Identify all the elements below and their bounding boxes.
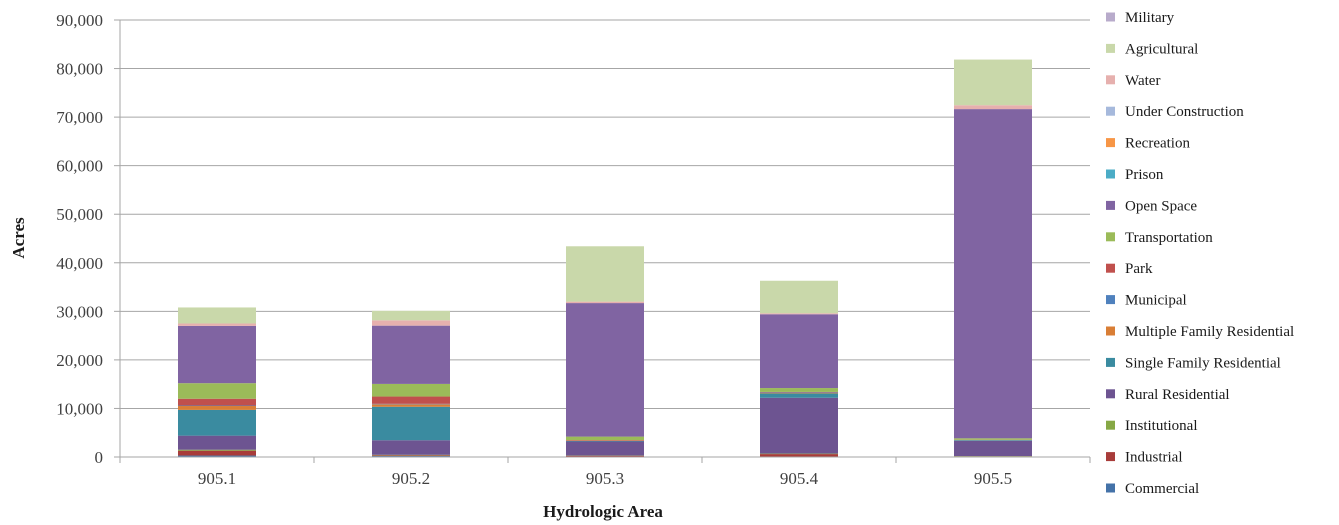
bar-segment [372,455,450,457]
bar-segment [954,438,1032,440]
legend-swatch [1106,75,1115,85]
legend-swatch [1106,389,1115,399]
y-tick-label: 0 [95,448,104,467]
legend-label: Agricultural [1125,41,1198,57]
legend-swatch [1106,106,1115,116]
bar-segment [954,105,1032,110]
bar-segment [760,388,838,392]
bar-segment [760,313,838,315]
legend-swatch [1106,420,1115,430]
legend-swatch [1106,326,1115,336]
legend-swatch [1106,263,1115,273]
bar-segment [954,59,1032,106]
bar-segment [372,325,450,384]
bar-segment [372,440,450,455]
bar-segment [372,404,450,407]
bar-segment [178,323,256,326]
legend-label: Multiple Family Residential [1125,324,1294,340]
y-tick-label: 80,000 [56,60,103,79]
legend-label: Water [1125,73,1160,89]
legend-swatch [1106,357,1115,367]
bar-segment [178,383,256,399]
bar-segment [178,406,256,410]
bar-segment [760,454,838,457]
bar-segment [178,435,256,450]
bar-segment [760,393,838,398]
y-tick-label: 50,000 [56,205,103,224]
bar-segment [760,280,838,314]
legend-label: Prison [1125,167,1164,183]
x-tick-label: 905.3 [586,469,624,488]
legend-label: Under Construction [1125,104,1244,120]
bar-segment [372,310,450,321]
x-axis-title: Hydrologic Area [543,502,663,521]
x-tick-label: 905.5 [974,469,1012,488]
bar-segment [372,383,450,397]
legend-swatch [1106,12,1115,22]
legend-swatch [1106,483,1115,493]
x-tick-label: 905.1 [198,469,236,488]
bar-segment [178,307,256,324]
legend-swatch [1106,43,1115,53]
bar-segment [178,455,256,457]
y-tick-label: 10,000 [56,399,103,418]
legend-label: Single Family Residential [1125,355,1281,371]
bars [178,59,1032,457]
legend-swatch [1106,138,1115,148]
legend-label: Municipal [1125,293,1187,309]
legend-label: Industrial [1125,450,1183,466]
legend-label: Rural Residential [1125,387,1230,403]
bar-segment [178,450,256,456]
legend-label: Transportation [1125,230,1213,246]
legend-swatch [1106,295,1115,305]
bar-segment [954,440,1032,457]
bar-segment [178,409,256,436]
legend-swatch [1106,232,1115,242]
legend-label: Military [1125,10,1175,26]
y-tick-label: 30,000 [56,302,103,321]
y-tick-label: 40,000 [56,254,103,273]
legend-label: Commercial [1125,481,1199,497]
bar-segment [178,449,256,451]
legend-swatch [1106,452,1115,462]
bar-segment [566,303,644,437]
legend-swatch [1106,200,1115,210]
bar-segment [178,325,256,384]
legend-label: Institutional [1125,418,1198,434]
bar-segment [954,109,1032,439]
bar-segment [372,406,450,441]
legend-label: Park [1125,261,1153,277]
y-tick-label: 70,000 [56,108,103,127]
bar-segment [566,436,644,441]
legend: Military Agricultural Water Under Construct… [1106,10,1294,497]
bar-segment [372,396,450,404]
bar-segment [760,397,838,454]
legend-swatch [1106,169,1115,179]
y-tick-label: 60,000 [56,157,103,176]
y-tick-label: 90,000 [56,11,103,30]
bar-segment [566,246,644,302]
legend-label: Open Space [1125,198,1197,214]
bar-segment [178,398,256,406]
bar-segment [566,301,644,304]
x-tick-label: 905.2 [392,469,430,488]
y-tick-label: 20,000 [56,351,103,370]
bar-segment [372,320,450,326]
bar-segment [566,441,644,456]
legend-label: Recreation [1125,136,1190,152]
bar-segment [566,455,644,457]
x-tick-label: 905.4 [780,469,819,488]
y-axis-title: Acres [9,217,28,259]
axes: 0 10,000 20,000 30,000 40,000 50,000 60,000 70,… [56,11,1091,488]
bar-segment [760,314,838,389]
